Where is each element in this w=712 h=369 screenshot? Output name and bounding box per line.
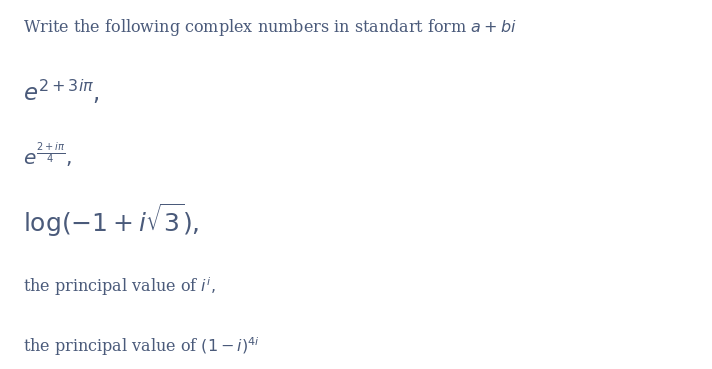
Text: Write the following complex numbers in standart form $a + bi$: Write the following complex numbers in s…: [23, 17, 518, 38]
Text: the principal value of $(1-i)^{4i}$: the principal value of $(1-i)^{4i}$: [23, 336, 261, 359]
Text: $e^{\frac{2+i\pi}{4}},$: $e^{\frac{2+i\pi}{4}},$: [23, 142, 73, 170]
Text: the principal value of $i^{i},$: the principal value of $i^{i},$: [23, 275, 216, 298]
Text: $e^{2+3i\pi},$: $e^{2+3i\pi},$: [23, 77, 100, 106]
Text: $\log(-1 + i\sqrt{3}),$: $\log(-1 + i\sqrt{3}),$: [23, 201, 200, 239]
